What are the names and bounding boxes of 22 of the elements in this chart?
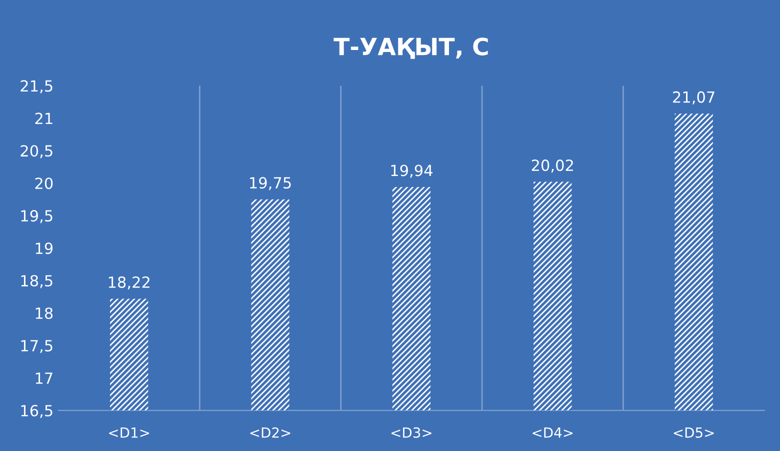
- y-tick-label: 17,5: [21, 340, 52, 354]
- y-tick-label: 18,5: [21, 274, 52, 288]
- y-tick-label: 21,5: [20, 80, 52, 94]
- data-label: 20,02: [532, 160, 573, 173]
- data-label: 18,22: [108, 276, 150, 290]
- y-tick-label: 19,5: [21, 210, 52, 224]
- data-label: 19,75: [250, 177, 291, 190]
- y-tick-label: 20: [35, 178, 53, 190]
- y-tick-label: 19: [36, 242, 53, 254]
- x-tick-label: <D5>: [674, 428, 714, 438]
- chart-title: Т-УАҚЫТ, С: [334, 38, 488, 59]
- x-tick-label: <D3>: [392, 427, 432, 438]
- x-tick-label: <D4>: [532, 428, 573, 438]
- y-tick-label: 17: [36, 372, 52, 384]
- y-tick-label: 21: [35, 112, 52, 124]
- data-label: 19,94: [391, 164, 432, 178]
- y-tick-label: 16,5: [21, 404, 52, 418]
- y-tick-label: 20,5: [20, 145, 52, 158]
- y-tick-label: 18: [36, 307, 53, 320]
- x-tick-label: <D1>: [109, 428, 150, 438]
- x-tick-label: <D2>: [250, 427, 290, 438]
- data-label: 21,07: [673, 91, 714, 104]
